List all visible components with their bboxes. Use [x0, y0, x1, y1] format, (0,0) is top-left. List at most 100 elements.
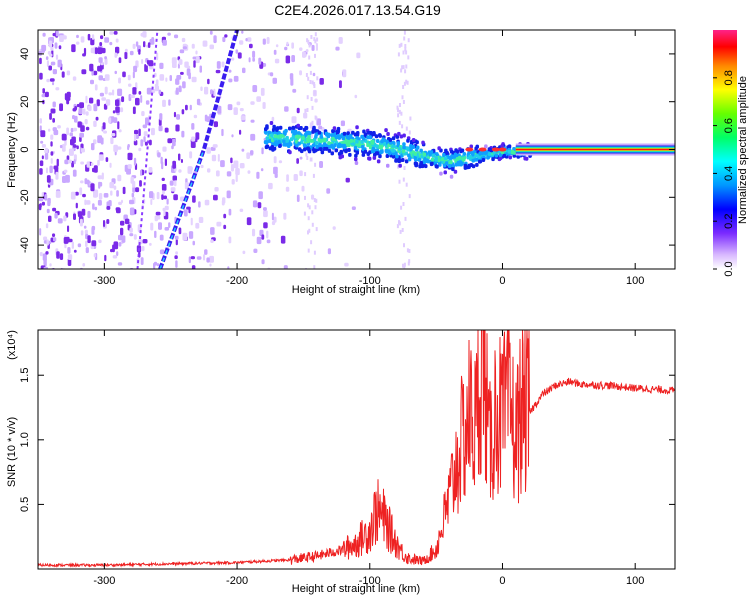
ridge-cell: [500, 143, 504, 148]
noise-cell: [127, 144, 130, 148]
noise-cell: [104, 254, 107, 262]
noise-cell: [171, 145, 174, 150]
ridge-cell: [444, 161, 449, 166]
ridge-cell: [315, 144, 319, 149]
noise-cell: [306, 108, 309, 112]
noise-cell: [206, 257, 210, 263]
noise-cell: [68, 148, 74, 156]
noise-cell: [41, 144, 46, 148]
ridge-cell: [442, 153, 446, 157]
noise-cell: [315, 116, 318, 121]
noise-cell: [252, 200, 258, 208]
noise-cell: [172, 138, 176, 147]
noise-cell: [116, 190, 119, 197]
noise-cell: [101, 172, 104, 180]
noise-cell: [138, 49, 141, 55]
noise-cell: [154, 72, 157, 78]
noise-cell: [67, 247, 71, 254]
noise-cell: [54, 42, 58, 49]
noise-cell: [114, 52, 118, 58]
noise-cell: [134, 129, 139, 135]
ridge-cell: [483, 151, 488, 155]
noise-cell: [101, 47, 106, 54]
ridge-cell: [296, 123, 300, 128]
noise-cell: [342, 69, 347, 78]
noise-cell: [47, 198, 51, 207]
noise-cell: [235, 49, 239, 54]
noise-cell: [283, 265, 288, 269]
noise-cell: [178, 59, 183, 65]
noise-cell: [210, 146, 216, 151]
noise-cell: [143, 41, 146, 48]
noise-cell: [404, 216, 407, 221]
noise-cell: [55, 54, 59, 60]
noise-cell: [398, 179, 401, 184]
ridge-cell: [344, 149, 348, 154]
noise-cell: [291, 42, 294, 49]
noise-cell: [305, 73, 308, 77]
ridge-cell: [337, 151, 342, 156]
noise-cell: [142, 239, 148, 244]
ridge-cell: [422, 152, 427, 157]
noise-cell: [175, 260, 178, 268]
noise-cell: [106, 219, 110, 224]
noise-cell: [169, 75, 172, 82]
ridge-cell: [327, 132, 331, 137]
noise-cell: [402, 50, 405, 55]
noise-cell: [195, 56, 200, 64]
noise-cell: [184, 209, 188, 217]
y-tick-label: 1.5: [19, 368, 31, 383]
noise-cell: [67, 225, 70, 232]
noise-cell: [131, 192, 135, 198]
noise-cell: [401, 228, 404, 232]
noise-cell: [318, 125, 323, 130]
noise-cell: [79, 187, 83, 196]
noise-cell: [398, 109, 401, 114]
ridge-cell: [327, 141, 331, 146]
ridge-cell: [318, 143, 322, 147]
noise-cell: [260, 87, 265, 96]
noise-cell: [94, 47, 98, 55]
noise-cell: [233, 75, 239, 82]
noise-cell: [158, 89, 161, 95]
noise-cell: [91, 226, 95, 235]
noise-cell: [123, 214, 128, 220]
noise-cell: [192, 56, 197, 60]
noise-cell: [82, 193, 86, 198]
noise-cell: [248, 57, 251, 63]
ridge-cell: [291, 126, 295, 130]
noise-cell: [252, 228, 256, 237]
noise-cell: [315, 198, 318, 203]
noise-cell: [52, 127, 57, 132]
noise-cell: [115, 38, 119, 43]
noise-cell: [409, 116, 412, 121]
ridge-cell: [487, 147, 492, 152]
x-tick-label: -300: [93, 275, 115, 287]
noise-cell: [85, 126, 90, 131]
noise-cell: [405, 126, 408, 131]
noise-cell: [61, 133, 67, 141]
noise-cell: [404, 157, 407, 162]
noise-cell: [212, 144, 218, 148]
noise-cell: [95, 116, 99, 121]
ridge-cell: [512, 150, 517, 155]
ridge-cell: [334, 148, 339, 153]
noise-cell: [223, 213, 227, 219]
noise-cell: [241, 148, 245, 152]
noise-cell: [307, 248, 310, 253]
noise-cell: [252, 85, 258, 93]
noise-cell: [296, 158, 299, 164]
noise-cell: [403, 166, 406, 170]
noise-cell: [71, 136, 76, 144]
noise-cell: [319, 161, 323, 168]
noise-cell: [403, 81, 406, 86]
noise-cell: [47, 51, 52, 55]
noise-cell: [140, 169, 143, 176]
ridge-cell: [362, 136, 366, 141]
noise-cell: [314, 90, 316, 95]
noise-cell: [97, 175, 103, 180]
noise-cell: [98, 181, 101, 189]
ridge-cell: [391, 144, 395, 149]
ridge-cell: [449, 174, 454, 179]
